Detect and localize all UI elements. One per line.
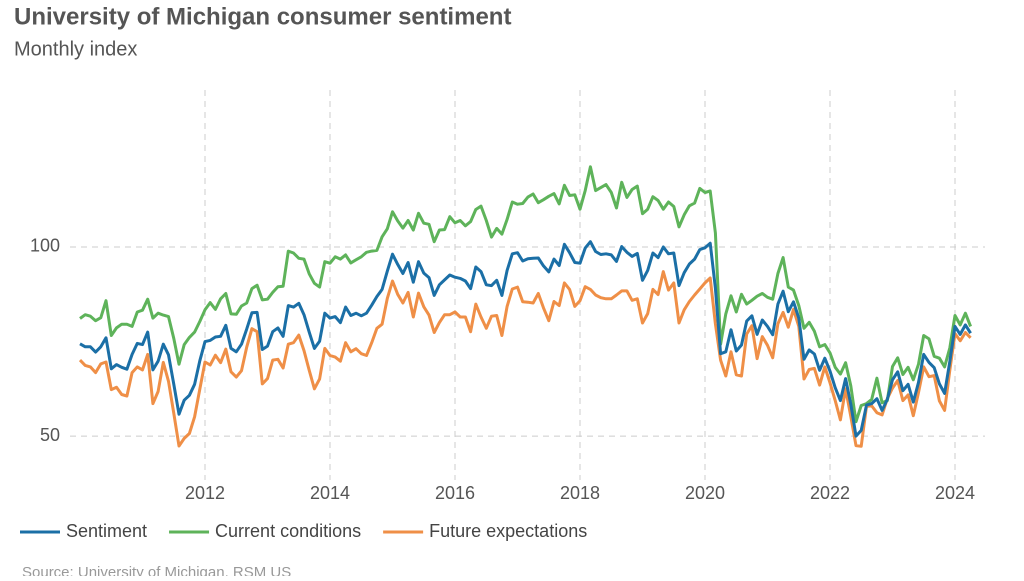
chart-subtitle: Monthly index: [14, 38, 137, 60]
series-line: [79, 240, 972, 438]
legend-label: Sentiment: [66, 521, 147, 541]
x-tick-label: 2022: [810, 483, 850, 503]
x-tick-label: 2014: [310, 483, 350, 503]
y-tick-label: 100: [30, 236, 60, 256]
chart-title: University of Michigan consumer sentimen…: [14, 3, 511, 30]
source: Source: University of Michigan, RSM US: [22, 564, 291, 576]
series-line: [79, 165, 972, 424]
series-line: [78, 270, 972, 448]
legend-label: Future expectations: [429, 521, 587, 541]
x-tick-label: 2012: [185, 483, 225, 503]
x-tick-label: 2016: [435, 483, 475, 503]
x-tick-label: 2024: [935, 483, 975, 503]
y-tick-label: 50: [40, 425, 60, 445]
x-tick-label: 2018: [560, 483, 600, 503]
legend-label: Current conditions: [215, 521, 361, 541]
x-tick-label: 2020: [685, 483, 725, 503]
